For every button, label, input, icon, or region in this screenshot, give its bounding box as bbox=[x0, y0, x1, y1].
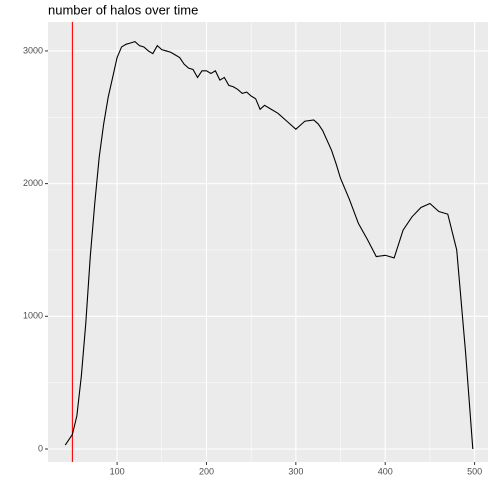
y-tick-label: 0 bbox=[38, 443, 43, 453]
panel bbox=[48, 22, 488, 462]
y-tick-label: 2000 bbox=[23, 178, 43, 188]
y-tick-label: 1000 bbox=[23, 311, 43, 321]
y-tick-label: 3000 bbox=[23, 45, 43, 55]
chart-title: number of halos over time bbox=[48, 2, 198, 17]
line bbox=[64, 41, 474, 450]
x-tick-label: 200 bbox=[199, 466, 214, 476]
x-tick-label: 400 bbox=[378, 466, 393, 476]
x-tick-label: 100 bbox=[110, 466, 125, 476]
x-tick-label: 300 bbox=[288, 466, 303, 476]
x-tick-label: 500 bbox=[467, 466, 482, 476]
